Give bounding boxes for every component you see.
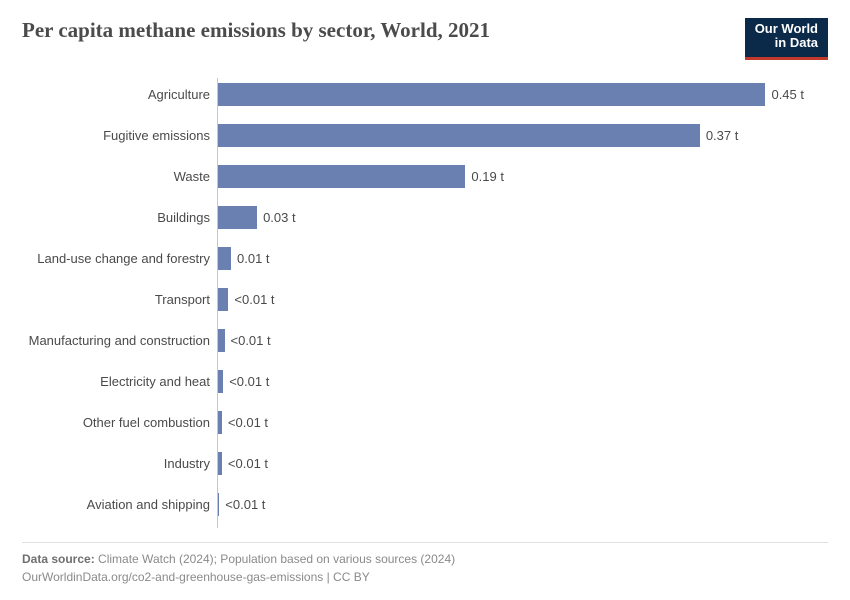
bar-row: Fugitive emissions0.37 t [218, 124, 804, 147]
bar [218, 493, 219, 516]
category-label: Agriculture [148, 87, 210, 102]
bar-row: Buildings0.03 t [218, 206, 804, 229]
category-label: Electricity and heat [100, 374, 210, 389]
bar [218, 247, 231, 270]
value-label: 0.19 t [471, 169, 504, 184]
category-label: Land-use change and forestry [37, 251, 210, 266]
value-label: 0.01 t [237, 251, 270, 266]
bar [218, 165, 465, 188]
bar [218, 83, 765, 106]
category-label: Aviation and shipping [87, 497, 210, 512]
category-label: Transport [155, 292, 210, 307]
bar [218, 452, 222, 475]
bar-row: Electricity and heat<0.01 t [218, 370, 804, 393]
source-label: Data source: [22, 552, 95, 566]
bar [218, 411, 222, 434]
category-label: Other fuel combustion [83, 415, 210, 430]
bar [218, 124, 700, 147]
value-label: <0.01 t [228, 415, 268, 430]
category-label: Industry [164, 456, 210, 471]
owid-logo: Our World in Data [745, 18, 828, 60]
bar-row: Manufacturing and construction<0.01 t [218, 329, 804, 352]
category-label: Fugitive emissions [103, 128, 210, 143]
category-label: Manufacturing and construction [29, 333, 210, 348]
bar-row: Land-use change and forestry0.01 t [218, 247, 804, 270]
value-label: 0.03 t [263, 210, 296, 225]
bar-row: Aviation and shipping<0.01 t [218, 493, 804, 516]
url-line: OurWorldinData.org/co2-and-greenhouse-ga… [22, 569, 828, 586]
bar-row: Transport<0.01 t [218, 288, 804, 311]
logo-line1: Our World [755, 22, 818, 36]
value-label: <0.01 t [231, 333, 271, 348]
value-label: <0.01 t [228, 456, 268, 471]
source-line: Data source: Climate Watch (2024); Popul… [22, 551, 828, 568]
bar-row: Other fuel combustion<0.01 t [218, 411, 804, 434]
bar-row: Industry<0.01 t [218, 452, 804, 475]
page-title: Per capita methane emissions by sector, … [22, 18, 490, 43]
value-label: <0.01 t [234, 292, 274, 307]
bar [218, 370, 223, 393]
bar-chart: Agriculture0.45 t Fugitive emissions0.37 … [217, 78, 804, 529]
bar-row: Waste0.19 t [218, 165, 804, 188]
category-label: Waste [174, 169, 210, 184]
category-label: Buildings [157, 210, 210, 225]
value-label: <0.01 t [229, 374, 269, 389]
source-text: Climate Watch (2024); Population based o… [98, 552, 455, 566]
bar [218, 288, 228, 311]
footer: Data source: Climate Watch (2024); Popul… [22, 542, 828, 586]
value-label: <0.01 t [225, 497, 265, 512]
bar [218, 206, 257, 229]
bar [218, 329, 225, 352]
header: Per capita methane emissions by sector, … [22, 18, 828, 60]
bar-row: Agriculture0.45 t [218, 83, 804, 106]
logo-line2: in Data [755, 36, 818, 50]
value-label: 0.45 t [771, 87, 804, 102]
value-label: 0.37 t [706, 128, 739, 143]
